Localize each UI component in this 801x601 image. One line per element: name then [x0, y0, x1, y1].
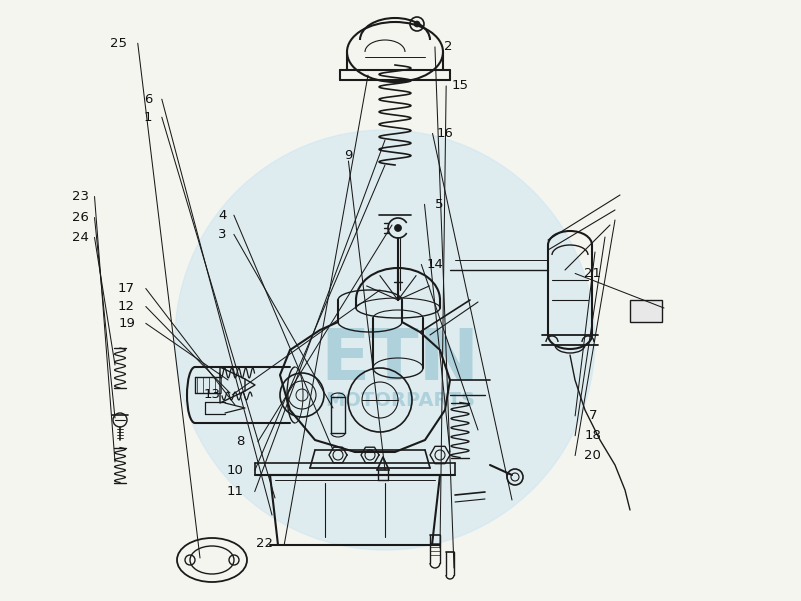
- Circle shape: [175, 130, 595, 550]
- Text: 25: 25: [110, 37, 127, 50]
- Text: ETN: ETN: [320, 326, 480, 394]
- Text: 14: 14: [426, 258, 444, 271]
- Text: 13: 13: [203, 388, 221, 401]
- Text: 2: 2: [445, 40, 453, 53]
- Text: MOTORPARTS: MOTORPARTS: [325, 391, 475, 409]
- Text: 4: 4: [219, 209, 227, 222]
- Text: 10: 10: [226, 464, 244, 477]
- Text: 16: 16: [437, 127, 454, 140]
- Text: 6: 6: [144, 93, 152, 106]
- Text: 7: 7: [589, 409, 597, 423]
- Text: 21: 21: [584, 267, 602, 280]
- Text: 3: 3: [219, 228, 227, 241]
- Circle shape: [414, 21, 420, 27]
- Text: 23: 23: [71, 190, 89, 203]
- Text: 12: 12: [118, 300, 135, 313]
- Text: 17: 17: [118, 282, 135, 295]
- Text: 5: 5: [435, 198, 443, 211]
- Text: 8: 8: [236, 435, 244, 448]
- Text: 1: 1: [144, 111, 152, 124]
- Text: 9: 9: [344, 148, 352, 162]
- FancyBboxPatch shape: [630, 300, 662, 322]
- Text: 19: 19: [118, 317, 135, 330]
- Text: 18: 18: [584, 429, 602, 442]
- Text: 26: 26: [71, 211, 89, 224]
- Text: 20: 20: [584, 449, 602, 462]
- Text: 15: 15: [451, 79, 469, 93]
- Circle shape: [395, 225, 401, 231]
- Text: 22: 22: [256, 537, 273, 551]
- Text: 24: 24: [71, 231, 89, 244]
- Text: 11: 11: [226, 485, 244, 498]
